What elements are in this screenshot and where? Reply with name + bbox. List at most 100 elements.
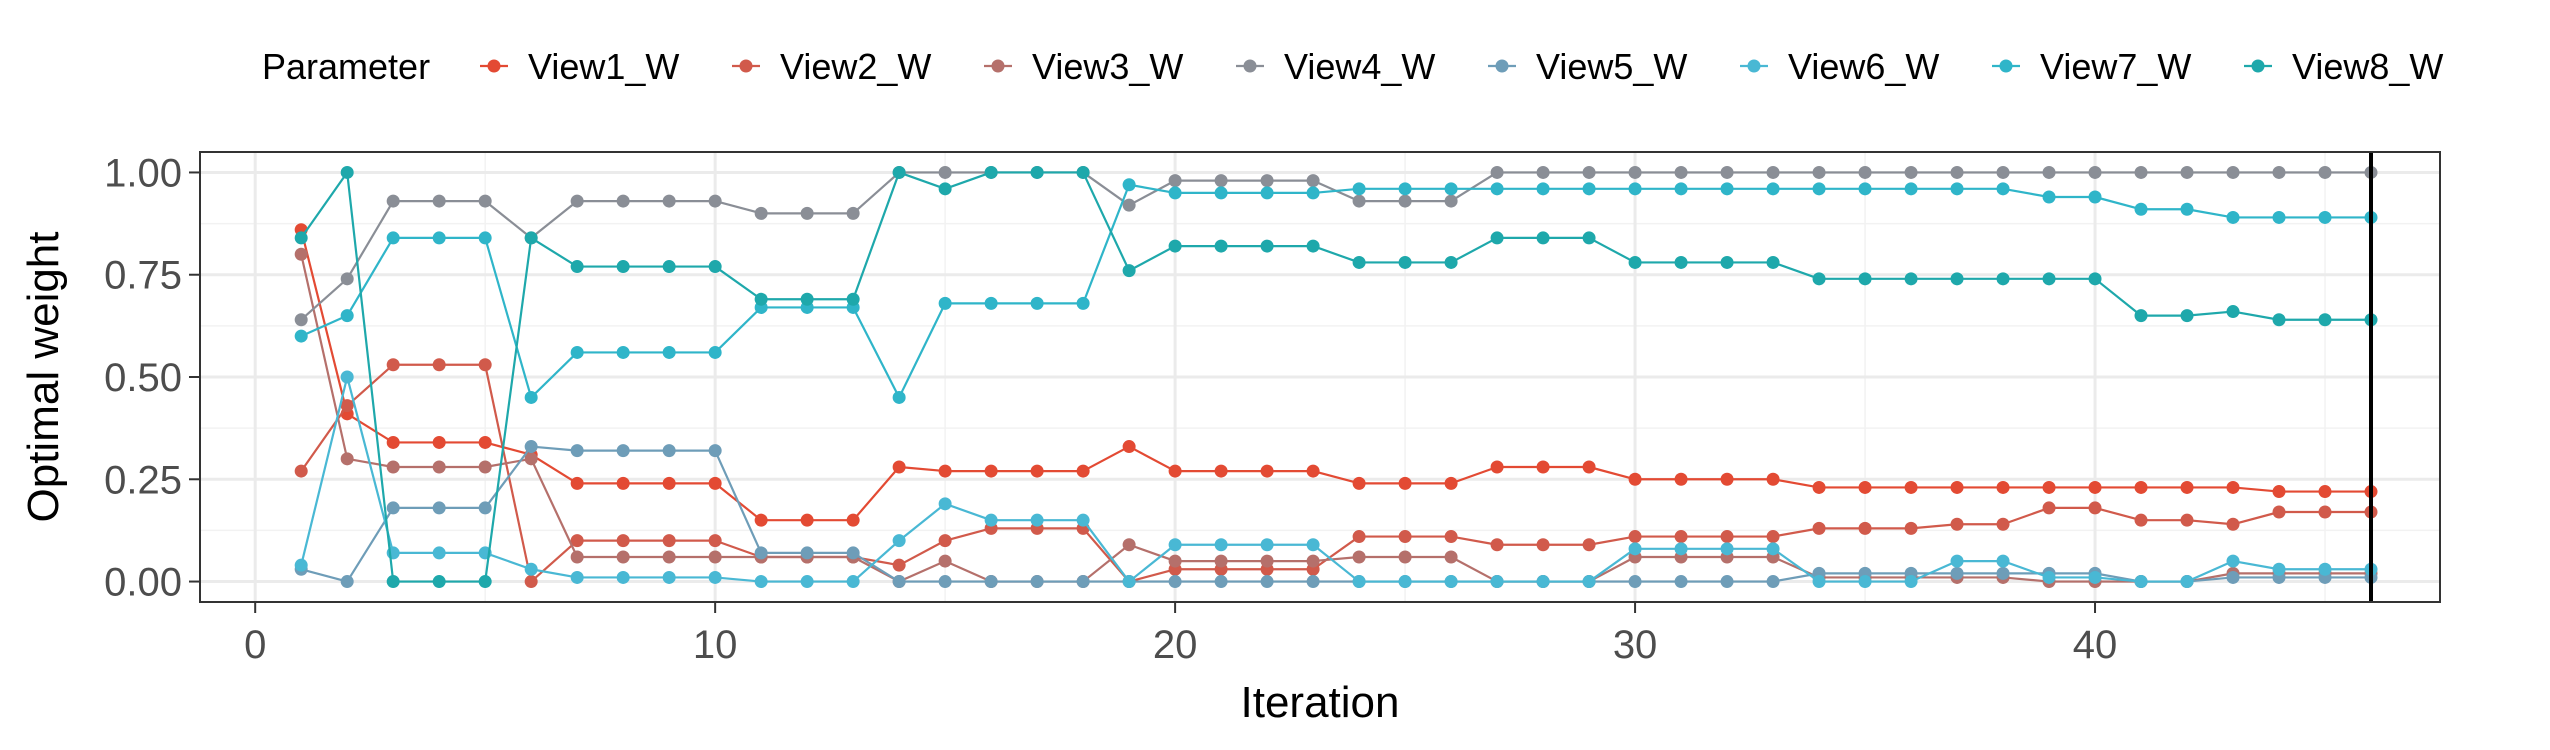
data-point (570, 550, 584, 564)
data-point (1122, 440, 1136, 454)
data-point (1628, 255, 1642, 269)
data-point (1628, 575, 1642, 589)
data-point (570, 194, 584, 208)
data-point (846, 206, 860, 220)
data-point (432, 435, 446, 449)
data-point (2180, 513, 2194, 527)
series-line (300, 229, 2372, 522)
data-point (294, 313, 308, 327)
data-point (1122, 538, 1136, 552)
y-axis-title: Optimal weight (19, 231, 68, 522)
data-point (1076, 165, 1090, 179)
data-point (2226, 210, 2240, 224)
data-point (1168, 239, 1182, 253)
data-point (1628, 530, 1642, 544)
data-point (1214, 174, 1228, 188)
data-point (800, 575, 814, 589)
data-point (708, 345, 722, 359)
data-point (2318, 562, 2332, 576)
data-point (386, 460, 400, 474)
data-point (616, 444, 630, 458)
data-point (1444, 194, 1458, 208)
data-point (1628, 182, 1642, 196)
data-point (1812, 521, 1826, 535)
data-point (478, 575, 492, 589)
data-point (2088, 501, 2102, 515)
data-point (1260, 575, 1274, 589)
data-point (754, 546, 768, 560)
data-point (1352, 530, 1366, 544)
data-point (846, 513, 860, 527)
data-point (1674, 165, 1688, 179)
plot-area (199, 151, 2441, 603)
data-point (432, 501, 446, 515)
data-point (1260, 464, 1274, 478)
data-point (2134, 165, 2148, 179)
data-point (846, 546, 860, 560)
series-View2_W (294, 358, 2378, 589)
data-point (800, 546, 814, 560)
legend-item-View3_W: View3_W (984, 46, 1183, 87)
data-point (2226, 305, 2240, 319)
data-point (1720, 530, 1734, 544)
data-point (340, 165, 354, 179)
data-point (1122, 575, 1136, 589)
data-point (294, 247, 308, 261)
data-point (1812, 575, 1826, 589)
data-point (2272, 313, 2286, 327)
data-point (1536, 182, 1550, 196)
data-point (708, 260, 722, 274)
data-point (1996, 272, 2010, 286)
data-point (1536, 165, 1550, 179)
data-point (1444, 575, 1458, 589)
data-point (2272, 485, 2286, 499)
data-point (524, 231, 538, 245)
data-point (2272, 505, 2286, 519)
data-point (570, 260, 584, 274)
x-tick-label: 20 (1153, 623, 1198, 667)
data-point (1996, 165, 2010, 179)
data-point (1076, 464, 1090, 478)
data-point (662, 444, 676, 458)
legend-label: View4_W (1284, 46, 1435, 87)
data-point (2318, 210, 2332, 224)
data-point (1582, 460, 1596, 474)
data-point (524, 440, 538, 454)
data-point (1766, 575, 1780, 589)
data-point (1582, 575, 1596, 589)
data-point (1996, 517, 2010, 531)
y-tick-label: 1.00 (104, 151, 182, 195)
data-point (1030, 513, 1044, 527)
data-point (1444, 530, 1458, 544)
data-point (340, 575, 354, 589)
data-point (478, 501, 492, 515)
data-point (1352, 194, 1366, 208)
series-View3_W (294, 247, 2378, 589)
data-point (662, 570, 676, 584)
series-line (300, 171, 2372, 321)
legend-item-View4_W: View4_W (1236, 46, 1435, 87)
data-point (662, 345, 676, 359)
data-point (386, 435, 400, 449)
series-line (300, 375, 2372, 583)
data-point (2318, 165, 2332, 179)
data-point (754, 513, 768, 527)
data-point (616, 194, 630, 208)
data-point (1766, 255, 1780, 269)
data-point (2042, 272, 2056, 286)
data-point (1490, 538, 1504, 552)
y-axis: 0.00 0.25 0.50 0.75 1.00 (104, 151, 200, 605)
data-point (294, 231, 308, 245)
data-point (1260, 554, 1274, 568)
data-point (616, 260, 630, 274)
data-point (386, 575, 400, 589)
data-point (1674, 255, 1688, 269)
data-point (1904, 480, 1918, 494)
data-point (1674, 530, 1688, 544)
legend-item-View5_W: View5_W (1488, 46, 1687, 87)
data-point (2134, 513, 2148, 527)
data-point (892, 460, 906, 474)
data-point (1904, 165, 1918, 179)
data-point (432, 194, 446, 208)
